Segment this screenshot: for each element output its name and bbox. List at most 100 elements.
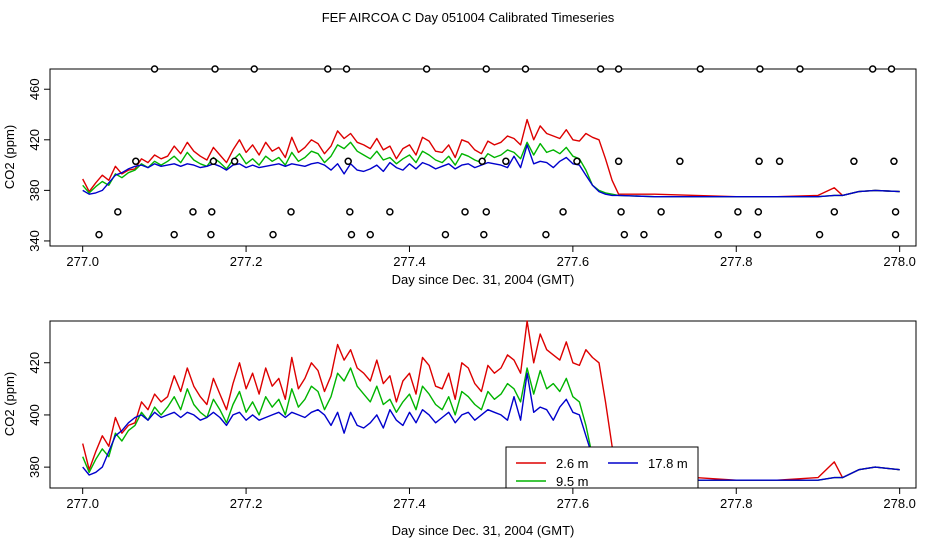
- marker-point: [521, 65, 530, 73]
- legend-label-2-6m: 2.6 m: [556, 456, 589, 471]
- legend-label-17-8m: 17.8 m: [648, 456, 688, 471]
- bot-xtick-label-278-0: 278.0: [883, 496, 916, 511]
- bot-xtick-label-277-8: 277.8: [720, 496, 753, 511]
- marker-point: [614, 157, 623, 166]
- marker-point: [755, 157, 763, 166]
- marker-point: [211, 65, 219, 73]
- marker-point: [542, 230, 550, 239]
- marker-point: [209, 157, 218, 166]
- marker-point: [342, 65, 351, 73]
- bottom-x-axis-label: Day since Dec. 31, 2004 (GMT): [392, 523, 575, 538]
- top-xtick-label-277-2: 277.2: [230, 254, 263, 269]
- marker-point: [208, 208, 216, 216]
- marker-point: [640, 230, 648, 239]
- marker-point: [850, 157, 858, 166]
- marker-point: [114, 208, 122, 216]
- bot-xtick-label-277-6: 277.6: [557, 496, 590, 511]
- marker-point: [230, 157, 239, 166]
- top-xtick-label-277-0: 277.0: [66, 254, 99, 269]
- marker-point: [250, 65, 258, 73]
- marker-point: [796, 65, 804, 73]
- marker-point: [734, 208, 742, 216]
- bottom-panel: 380 400 420 277.0 277.2 277.4 277.6 277.8 278.0…: [2, 320, 917, 538]
- marker-point: [775, 157, 784, 166]
- top-series-line-2-6-m: [82, 118, 900, 198]
- bottom-x-axis: 277.0 277.2 277.4 277.6 277.8 278.0: [66, 488, 916, 511]
- marker-point: [422, 65, 431, 73]
- bot-series-line-17-8-m: [82, 372, 900, 481]
- marker-point: [324, 65, 332, 73]
- top-ytick-label-380: 380: [27, 180, 42, 202]
- top-ytick-label-420: 420: [27, 129, 42, 151]
- marker-point: [386, 208, 394, 216]
- marker-point: [815, 230, 824, 239]
- bot-series-line-2-6-m: [82, 320, 900, 481]
- top-ytick-label-460: 460: [27, 78, 42, 100]
- marker-point: [891, 230, 900, 239]
- marker-point: [344, 157, 352, 166]
- marker-point: [346, 208, 354, 216]
- marker-point: [366, 230, 375, 239]
- marker-point: [95, 230, 103, 239]
- top-series-line-9-5-m: [82, 141, 900, 198]
- marker-point: [478, 157, 486, 166]
- bottom-series-lines: [82, 320, 900, 481]
- top-series-line-17-8-m: [82, 144, 900, 198]
- marker-point: [150, 65, 159, 73]
- marker-point: [891, 208, 900, 216]
- marker-point: [887, 65, 896, 73]
- top-xtick-label-277-8: 277.8: [720, 254, 753, 269]
- top-plot-frame: [49, 68, 917, 247]
- marker-point: [753, 230, 762, 239]
- bottom-plot-frame: [49, 320, 917, 489]
- top-ytick-label-340: 340: [27, 230, 42, 252]
- marker-point: [482, 65, 491, 73]
- bot-xtick-label-277-4: 277.4: [393, 496, 426, 511]
- bot-series-line-9-5-m: [82, 367, 900, 481]
- top-reference-markers: [95, 65, 900, 239]
- marker-point: [502, 157, 510, 166]
- top-series-lines: [82, 118, 900, 198]
- bot-ytick-label-400: 400: [27, 404, 42, 426]
- marker-point: [441, 230, 450, 239]
- legend: 2.6 m 9.5 m 17.8 m: [505, 446, 699, 489]
- marker-point: [559, 208, 567, 216]
- marker-point: [868, 65, 877, 73]
- top-x-axis-label: Day since Dec. 31, 2004 (GMT): [392, 272, 575, 287]
- bot-xtick-label-277-0: 277.0: [66, 496, 99, 511]
- marker-point: [347, 230, 356, 239]
- legend-label-9-5m: 9.5 m: [556, 474, 589, 489]
- marker-point: [830, 208, 839, 216]
- marker-point: [676, 157, 684, 166]
- marker-point: [696, 65, 705, 73]
- marker-point: [287, 208, 295, 216]
- bot-xtick-label-277-2: 277.2: [230, 496, 263, 511]
- marker-point: [617, 208, 625, 216]
- marker-point: [170, 230, 178, 239]
- marker-point: [573, 157, 581, 166]
- chart-title: FEF AIRCOA C Day 051004 Calibrated Times…: [322, 10, 615, 25]
- bottom-y-axis-label: CO2 (ppm): [2, 372, 17, 436]
- bot-ytick-label-380: 380: [27, 456, 42, 478]
- top-xtick-label-277-4: 277.4: [393, 254, 426, 269]
- marker-point: [189, 208, 197, 216]
- bot-ytick-label-420: 420: [27, 352, 42, 374]
- marker-point: [482, 208, 491, 216]
- marker-point: [890, 157, 898, 166]
- bottom-y-axis: 380 400 420: [27, 352, 50, 478]
- marker-point: [461, 208, 469, 216]
- marker-point: [207, 230, 215, 239]
- top-xtick-label-277-6: 277.6: [557, 254, 590, 269]
- marker-point: [614, 65, 623, 73]
- top-x-axis: 277.0 277.2 277.4 277.6 277.8 278.0: [66, 246, 916, 269]
- marker-point: [269, 230, 277, 239]
- marker-point: [596, 65, 605, 73]
- marker-point: [714, 230, 723, 239]
- top-y-axis-label: CO2 (ppm): [2, 125, 17, 189]
- marker-point: [620, 230, 629, 239]
- marker-point: [132, 157, 140, 166]
- top-y-axis: 340 380 420 460: [27, 78, 50, 252]
